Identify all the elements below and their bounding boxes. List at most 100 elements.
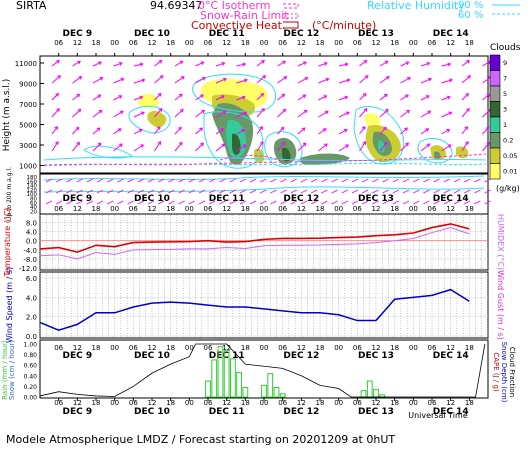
hour-tick-label: 12	[297, 399, 306, 407]
wind-arrow-icon	[157, 178, 165, 183]
wind-arrow-icon	[379, 60, 389, 67]
footer-text: Modele Atmospherique LMDZ / Forecast sta…	[6, 433, 395, 446]
wind-arrow-icon	[441, 111, 453, 118]
wind-arrow-icon	[113, 95, 123, 101]
hour-tick-label: 00	[260, 344, 269, 352]
colorbar-swatch	[489, 85, 501, 102]
wind-arrow-icon	[51, 140, 59, 152]
wind-arrow-icon	[256, 140, 264, 152]
wind-arrow-icon	[229, 200, 236, 205]
hour-tick-label: 06	[278, 205, 287, 213]
hour-tick-label: 06	[204, 344, 213, 352]
wind-arrow-icon	[133, 111, 145, 118]
day-label: DEC 10	[134, 407, 170, 417]
wind-arrow-icon	[400, 76, 411, 84]
colorbar-label: 3	[503, 106, 507, 114]
wind-arrow-icon	[96, 189, 104, 194]
rain-tick-label: 1.00	[24, 342, 38, 349]
hour-tick-label: 06	[278, 399, 287, 407]
hour-tick-label: 00	[260, 399, 269, 407]
header: SIRTA 94.69347 0°C Isotherm Snow-Rain Li…	[16, 0, 520, 32]
rh-contour	[417, 137, 453, 164]
wind-arrow-icon	[92, 127, 101, 135]
convective-legend-label: Convective Heat.	[191, 19, 285, 32]
rain-bar	[205, 380, 211, 398]
wind-arrow-icon	[195, 109, 206, 118]
cloud-patch	[378, 140, 385, 153]
top-time-axis: 06 12 18 00 06 12 18 00 06 12 18 00 06 12 18 00 06 12 18 00…	[54, 29, 474, 56]
wind-arrow-icon	[239, 200, 247, 205]
wind-arrow-icon	[321, 178, 328, 183]
hour-tick-label: 00	[409, 205, 418, 213]
snow-rain-legend-label: Snow-Rain Limit	[200, 9, 289, 22]
wind-arrow-icon	[195, 142, 204, 152]
day-label: DEC 9	[63, 407, 93, 417]
hour-tick-label: 06	[428, 39, 437, 47]
wind-arrow-icon	[359, 92, 367, 101]
hour-tick-label: 12	[222, 344, 231, 352]
wind-arrow-icon	[66, 178, 73, 183]
wind-arrow-icon	[379, 126, 387, 135]
rain-panel: 06 12 18 00 06 12 18 00 06 12 18 00 06 12 18 00 06 12 18 00…	[1, 339, 516, 403]
wind-arrow-icon	[412, 200, 420, 205]
wind-arrow-icon	[45, 189, 53, 194]
hour-tick-label: 18	[465, 399, 474, 407]
wind-arrow-icon	[461, 107, 470, 118]
wind-arrow-icon	[133, 128, 143, 135]
wind-arrow-icon	[127, 178, 134, 183]
wind-arrow-icon	[137, 178, 145, 183]
wind-axis-label: Wind Speed (m / s)	[5, 267, 14, 343]
wind-arrow-icon	[198, 178, 206, 183]
hour-tick-label: 12	[148, 344, 157, 352]
hour-tick-label: 06	[353, 39, 362, 47]
wind-arrow-icon	[433, 189, 440, 194]
wind-arrow-icon	[113, 143, 123, 152]
wind-arrow-icon	[379, 108, 389, 118]
hour-tick-label: 00	[334, 205, 343, 213]
wind-arrow-icon	[249, 178, 257, 183]
hour-tick-label: 12	[372, 344, 381, 352]
wind-arrow-icon	[178, 200, 185, 205]
hour-tick-label: 12	[297, 344, 306, 352]
rain-axis-label: Rain (mm / hour)	[1, 340, 9, 400]
wind-arrow-icon	[117, 200, 124, 205]
wind-arrow-icon	[229, 189, 236, 194]
hour-tick-label: 12	[73, 399, 82, 407]
wind-arrow-icon	[154, 92, 162, 101]
wind-arrow-icon	[392, 200, 400, 205]
colorbar-swatch	[489, 132, 501, 149]
rh-legend-label: Relative Humidity	[367, 0, 465, 12]
rh-contour	[353, 106, 405, 165]
wind-arrow-icon	[443, 189, 451, 194]
day-label: DEC 13	[358, 194, 394, 204]
wind-arrow-icon	[236, 128, 246, 135]
snow-series	[39, 343, 486, 398]
wind-arrow-icon	[400, 61, 410, 67]
wind-arrow-icon	[72, 76, 83, 84]
wind-arrow-icon	[382, 200, 389, 205]
snow-depth-axis-label: Snow Depth (cm)	[500, 342, 508, 403]
wind-arrow-icon	[300, 200, 308, 205]
hour-tick-label: 06	[129, 344, 138, 352]
convective-contour	[219, 155, 281, 161]
rain-tick-label: 0.80	[24, 352, 38, 359]
site-coords: 94.69347	[150, 0, 203, 12]
wind-arrow-icon	[133, 62, 144, 67]
wind-arrow-icon	[188, 189, 196, 194]
wind-arrow-icon	[443, 178, 451, 183]
hour-tick-label: 06	[129, 399, 138, 407]
wind-arrow-icon	[133, 78, 146, 84]
isotherm-lines	[43, 153, 487, 166]
wind-arrow-icon	[270, 189, 277, 194]
wind-arrow-icon	[474, 200, 481, 205]
wind-arrow-icon	[72, 60, 82, 67]
height-tick-label: 11000	[15, 60, 37, 68]
hour-tick-label: 00	[110, 399, 119, 407]
wind-arrow-icon	[215, 110, 227, 118]
wind-arrow-icon	[463, 189, 471, 194]
hour-tick-label: 18	[166, 344, 175, 352]
day-label: DEC 11	[209, 29, 245, 39]
boundary-tick-label: 160	[27, 179, 38, 185]
rain-bar	[211, 359, 218, 398]
